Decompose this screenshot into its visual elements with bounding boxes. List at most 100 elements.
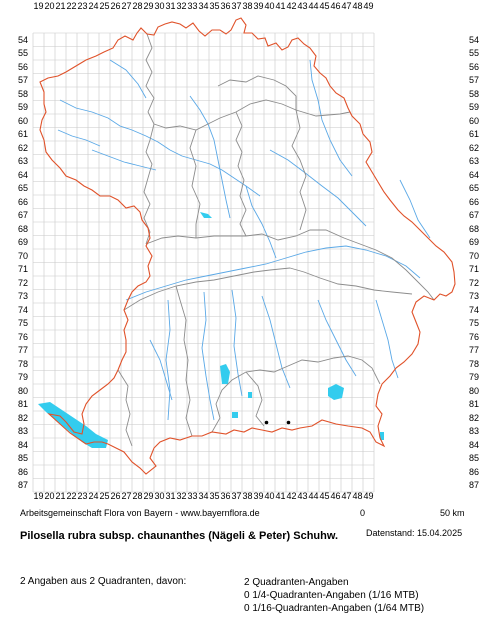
y-axis-label-left: 68 [18,223,29,234]
y-axis-label-left: 66 [18,196,29,207]
lake [200,212,212,218]
x-axis-label-bottom: 39 [253,491,264,501]
y-axis-label-right: 58 [469,88,480,99]
x-axis-label-top: 24 [88,1,99,11]
x-axis-label-top: 42 [286,1,297,11]
y-axis-label-right: 69 [469,237,480,248]
y-axis-label-left: 60 [18,115,29,126]
y-axis-label-right: 78 [469,358,480,369]
rivers-layer [57,59,431,421]
x-axis-label-bottom: 31 [165,491,176,501]
river [269,149,367,227]
y-axis-label-left: 65 [18,183,29,194]
y-axis-label-right: 80 [469,385,480,396]
y-axis-label-right: 60 [469,115,480,126]
river [59,99,171,151]
x-axis-label-bottom: 25 [99,491,110,501]
river [169,149,261,197]
x-axis-label-top: 25 [99,1,110,11]
x-axis-label-top: 38 [242,1,253,11]
x-axis-label-bottom: 48 [352,491,363,501]
y-axis-label-left: 70 [18,250,29,261]
x-axis-label-bottom: 47 [341,491,352,501]
x-axis-label-bottom: 27 [121,491,132,501]
x-axis-label-bottom: 40 [264,491,275,501]
y-axis-label-left: 84 [18,439,29,450]
district-border [145,229,435,301]
x-axis-label-bottom: 46 [330,491,341,501]
x-axis-label-top: 29 [143,1,154,11]
river [309,59,353,177]
y-axis-label-left: 77 [18,345,29,356]
y-axis-label-right: 59 [469,102,480,113]
x-axis-label-top: 23 [77,1,88,11]
x-axis-label-bottom: 38 [242,491,253,501]
x-axis-label-bottom: 28 [132,491,143,501]
y-axis-label-right: 71 [469,264,480,275]
y-axis-label-left: 59 [18,102,29,113]
y-axis-label-left: 75 [18,318,29,329]
y-axis-label-right: 85 [469,453,480,464]
district-border [175,285,193,437]
river [317,299,357,377]
x-axis-label-bottom: 19 [33,491,44,501]
y-axis-label-left: 61 [18,129,29,140]
y-axis-label-right: 62 [469,142,480,153]
river [57,129,101,147]
distribution-map [32,17,456,493]
river [149,339,173,401]
y-axis-label-right: 84 [469,439,480,450]
y-axis-label-left: 76 [18,331,29,342]
y-axis-label-left: 63 [18,156,29,167]
river [245,185,277,259]
y-axis-label-right: 70 [469,250,480,261]
x-axis-label-top: 27 [121,1,132,11]
data-date: Datenstand: 15.04.2025 [366,528,463,538]
river [125,245,421,301]
river [91,149,157,171]
y-axis-label-left: 62 [18,142,29,153]
x-axis-label-bottom: 35 [209,491,220,501]
x-axis-label-top: 49 [363,1,374,11]
lake [248,392,252,398]
x-axis-label-top: 32 [176,1,187,11]
district-borders-layer [117,33,435,447]
y-axis-label-left: 57 [18,75,29,86]
district-border [153,99,351,131]
y-axis-label-right: 72 [469,277,480,288]
y-axis-label-left: 80 [18,385,29,396]
x-axis-label-bottom: 37 [231,491,242,501]
y-axis-label-right: 54 [469,34,480,45]
y-axis-label-left: 71 [18,264,29,275]
x-axis-label-top: 39 [253,1,264,11]
x-axis-label-top: 33 [187,1,198,11]
stat-quadrants: 2 Quadranten-Angaben [244,577,349,588]
y-axis-label-right: 61 [469,129,480,140]
river [201,291,215,421]
y-axis-label-right: 75 [469,318,480,329]
x-axis-label-top: 46 [330,1,341,11]
y-axis-label-right: 86 [469,466,480,477]
district-border [123,267,291,311]
x-axis-label-top: 48 [352,1,363,11]
x-axis-label-bottom: 22 [66,491,77,501]
y-axis-label-left: 58 [18,88,29,99]
map-grid [32,32,375,493]
y-axis-label-right: 76 [469,331,480,342]
x-axis-label-bottom: 49 [363,491,374,501]
lake [220,364,230,384]
stat-sixteenth-quadrants: 0 1/16-Quadranten-Angaben (1/64 MTB) [244,603,425,614]
y-axis-label-right: 79 [469,372,480,383]
y-axis-label-left: 82 [18,412,29,423]
credit-text: Arbeitsgemeinschaft Flora von Bayern - w… [20,508,260,518]
species-title: Pilosella rubra subsp. chaunanthes (Näge… [20,530,339,542]
y-axis-label-right: 57 [469,75,480,86]
x-axis-label-bottom: 30 [154,491,165,501]
district-border [117,369,133,447]
x-axis-label-bottom: 29 [143,491,154,501]
x-axis-label-top: 31 [165,1,176,11]
lake [232,412,238,418]
x-axis-label-top: 36 [220,1,231,11]
district-border [235,111,247,237]
river [375,299,399,379]
